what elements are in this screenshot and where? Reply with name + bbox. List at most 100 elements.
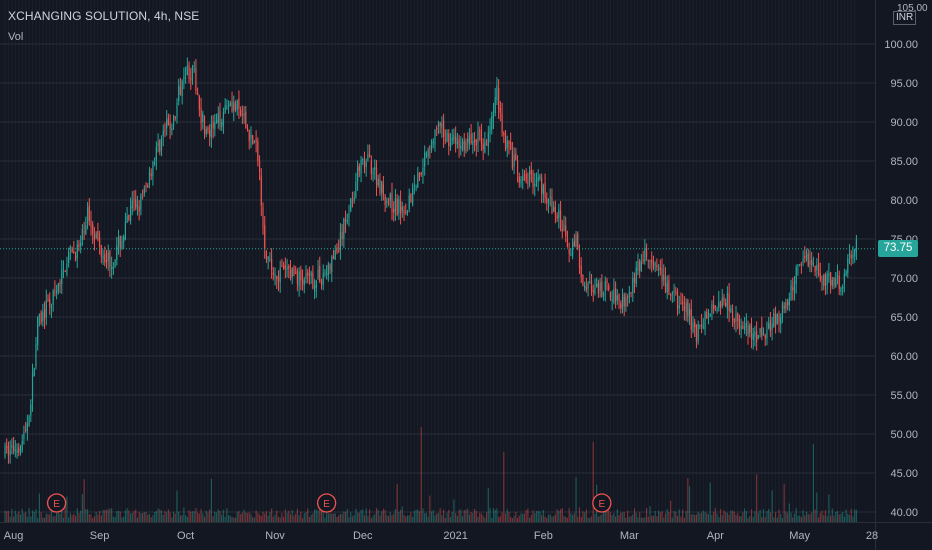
candle-body (362, 159, 364, 161)
volume-bar (771, 490, 773, 522)
volume-bar (271, 508, 273, 522)
candle-body (799, 264, 801, 266)
volume-bar (50, 508, 53, 522)
volume-bar (86, 509, 89, 522)
candle-body (56, 290, 58, 294)
candle-body (289, 269, 292, 279)
volume-bar (713, 511, 715, 522)
volume-bar (704, 511, 706, 522)
earnings-marker-label: E (53, 499, 60, 510)
volume-bar (830, 515, 832, 522)
candle-body (644, 248, 646, 262)
volume-bar (97, 514, 99, 522)
candle-body (486, 144, 488, 146)
time-axis[interactable] (0, 522, 875, 550)
volume-bar (160, 510, 163, 522)
earnings-marker[interactable] (46, 493, 67, 513)
candle-body (92, 224, 94, 234)
candle-body (260, 175, 262, 206)
volume-bar (229, 515, 231, 522)
candle-body (21, 441, 23, 451)
volume-bar (152, 515, 154, 522)
volume-bar (788, 503, 790, 522)
volume-bar (568, 508, 570, 522)
candle-body (422, 167, 424, 174)
candle-body (733, 319, 735, 323)
volume-bar (420, 427, 422, 522)
volume-bar (310, 514, 312, 522)
candle-body (522, 176, 524, 181)
candle-body (683, 305, 685, 311)
candle-body (625, 297, 627, 307)
candle-body (293, 266, 295, 276)
volume-bar (14, 510, 16, 522)
price-tick-label: 90.00 (890, 117, 918, 129)
volume-bar (840, 513, 842, 522)
volume-bar (406, 515, 409, 522)
candle-body (458, 138, 460, 148)
candle-body (26, 423, 28, 432)
volume-bar (215, 512, 218, 522)
volume-bar (731, 510, 734, 522)
volume-bar (131, 513, 133, 522)
volume-bar (795, 508, 797, 522)
candle-body (850, 255, 852, 259)
volume-bar (71, 515, 73, 522)
candle-body (807, 253, 809, 267)
volume-bar (597, 516, 599, 522)
volume-bar (365, 508, 367, 522)
candle-body (403, 209, 405, 214)
volume-bar (647, 516, 649, 522)
volume-bar (314, 509, 316, 522)
volume-bar (162, 514, 164, 522)
volume-bar (19, 514, 22, 522)
volume-bar (812, 444, 814, 522)
price-tick-label: 50.00 (890, 429, 918, 441)
candle-body (621, 297, 624, 310)
candle-body (731, 310, 734, 320)
volume-bar (482, 515, 484, 522)
volume-legend[interactable]: Vol (8, 31, 24, 43)
candle-body (62, 268, 65, 270)
candle-body (709, 313, 711, 317)
currency-label[interactable]: INR (893, 11, 917, 25)
candle-body (661, 268, 663, 282)
volume-bar (234, 517, 237, 522)
candle-body (762, 332, 765, 336)
volume-bar (372, 515, 374, 522)
candle-body (37, 317, 39, 346)
candle-body (699, 324, 701, 326)
candle-body (64, 270, 66, 272)
candle-body (817, 263, 820, 274)
price-axis[interactable] (875, 0, 932, 550)
candle-body (85, 225, 87, 235)
volume-bar (114, 517, 116, 522)
volume-bar (274, 514, 276, 522)
candle-body (138, 206, 140, 212)
volume-bar (842, 512, 844, 522)
volume-bar (25, 512, 27, 522)
symbol-title[interactable]: XCHANGING SOLUTION, 4h, NSE (8, 9, 200, 23)
volume-bar (563, 515, 565, 522)
volume-bar (126, 508, 128, 522)
candle-body (248, 129, 250, 142)
volume-bar (443, 509, 445, 522)
candle-body (637, 260, 639, 271)
volume-bar (198, 513, 200, 522)
earnings-marker[interactable] (592, 493, 612, 513)
volume-bar (45, 513, 47, 522)
volume-bar (532, 510, 534, 522)
candle-body (367, 153, 369, 160)
volume-bar (64, 504, 66, 522)
candle-body (831, 280, 833, 286)
volume-bar (747, 517, 749, 522)
volume-bar (461, 516, 464, 522)
candle-body (589, 281, 591, 283)
chart-legend-title[interactable]: XCHANGING SOLUTION, 4h, NSE (8, 9, 199, 23)
volume-bar (95, 511, 97, 522)
earnings-marker[interactable] (316, 493, 337, 513)
volume-bar (360, 510, 362, 522)
volume-bar (315, 509, 317, 522)
candle-body (492, 110, 495, 119)
